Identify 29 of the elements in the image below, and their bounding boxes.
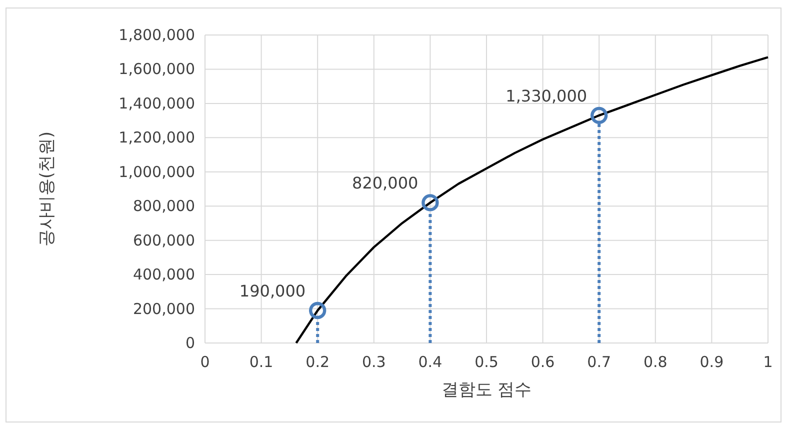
- y-tick-label: 1,400,000: [118, 94, 195, 112]
- x-tick-label: 0.8: [643, 353, 668, 371]
- y-tick-label: 1,000,000: [118, 162, 195, 181]
- data-label: 1,330,000: [506, 86, 588, 106]
- x-tick-label: 0.1: [249, 353, 274, 371]
- x-tick-label: 0.9: [700, 353, 724, 371]
- x-tick-label: 1: [763, 353, 773, 371]
- y-tick-label: 1,600,000: [118, 60, 195, 78]
- x-tick-label: 0.3: [362, 353, 386, 371]
- y-tick-label: 200,000: [132, 300, 195, 318]
- y-tick-label: 600,000: [132, 231, 195, 250]
- point: [309, 302, 326, 320]
- data-label: 820,000: [352, 174, 418, 193]
- x-tick-label: 0.7: [587, 353, 612, 371]
- x-tick-label: 0.2: [306, 353, 330, 371]
- x-tick-label: 0.4: [418, 353, 442, 371]
- x-tick-label: 0.5: [474, 353, 498, 371]
- x-tick-label: 0: [200, 353, 210, 371]
- x-tick-label: 0.6: [530, 353, 555, 371]
- point: [590, 106, 608, 124]
- y-tick-label: 400,000: [132, 266, 195, 284]
- y-tick-label: 1,200,000: [118, 128, 195, 147]
- point: [422, 194, 439, 212]
- x-axis-title: 결함도 점수: [441, 380, 532, 400]
- y-axis-title: 공사비용(천원): [37, 131, 57, 247]
- y-tick-label: 1,800,000: [118, 26, 195, 44]
- y-tick-label: 0: [185, 334, 195, 352]
- data-label: 190,000: [239, 281, 306, 300]
- y-tick-label: 800,000: [132, 197, 195, 216]
